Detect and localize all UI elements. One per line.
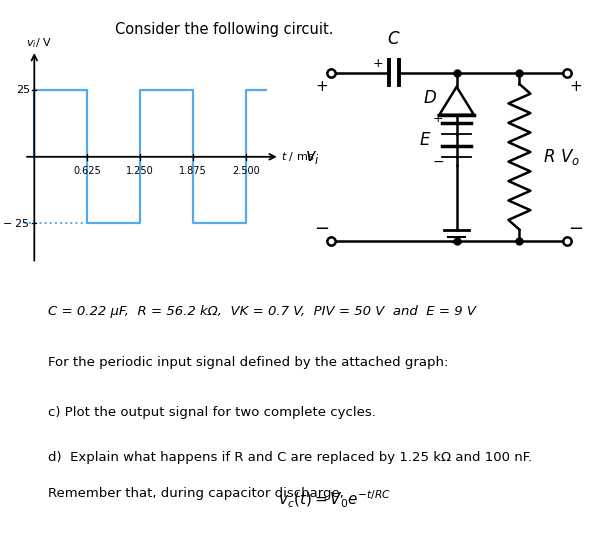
Text: Consider the following circuit.: Consider the following circuit. [115, 22, 333, 38]
Text: 0.625: 0.625 [73, 166, 101, 176]
Text: C = 0.22 μF,  R = 56.2 kΩ,  VK = 0.7 V,  PIV = 50 V  and  E = 9 V: C = 0.22 μF, R = 56.2 kΩ, VK = 0.7 V, PI… [48, 305, 477, 318]
Text: +: + [432, 113, 443, 125]
Text: c) Plot the output signal for two complete cycles.: c) Plot the output signal for two comple… [48, 406, 376, 419]
Text: 1.250: 1.250 [126, 166, 154, 176]
Text: $-$: $-$ [568, 218, 583, 236]
Text: $V_o$: $V_o$ [561, 147, 580, 167]
Text: d)  Explain what happens if R and C are replaced by 1.25 kΩ and 100 nF.: d) Explain what happens if R and C are r… [48, 451, 533, 464]
Text: 25: 25 [16, 85, 30, 95]
Text: 1.875: 1.875 [179, 166, 207, 176]
Text: +: + [570, 80, 582, 94]
Text: $v_c(t) = V_0e^{-t/RC}$: $v_c(t) = V_0e^{-t/RC}$ [278, 489, 391, 510]
Text: $-$ 25: $-$ 25 [2, 217, 30, 230]
Text: $R$: $R$ [543, 148, 555, 166]
Text: $t$ / ms: $t$ / ms [281, 150, 315, 164]
Text: +: + [373, 57, 384, 69]
Text: $-$: $-$ [314, 218, 329, 236]
Text: 2.500: 2.500 [232, 166, 260, 176]
Text: For the periodic input signal defined by the attached graph:: For the periodic input signal defined by… [48, 356, 449, 368]
Text: $C$: $C$ [387, 30, 400, 48]
Text: $D$: $D$ [423, 89, 437, 107]
Text: $E$: $E$ [419, 131, 431, 149]
Text: $-$: $-$ [432, 154, 444, 168]
Text: $v_i$: $v_i$ [304, 148, 320, 166]
Text: Remember that, during capacitor discharge,: Remember that, during capacitor discharg… [48, 487, 344, 500]
Text: +: + [315, 80, 328, 94]
Text: $v_i$/ V: $v_i$/ V [26, 36, 52, 50]
